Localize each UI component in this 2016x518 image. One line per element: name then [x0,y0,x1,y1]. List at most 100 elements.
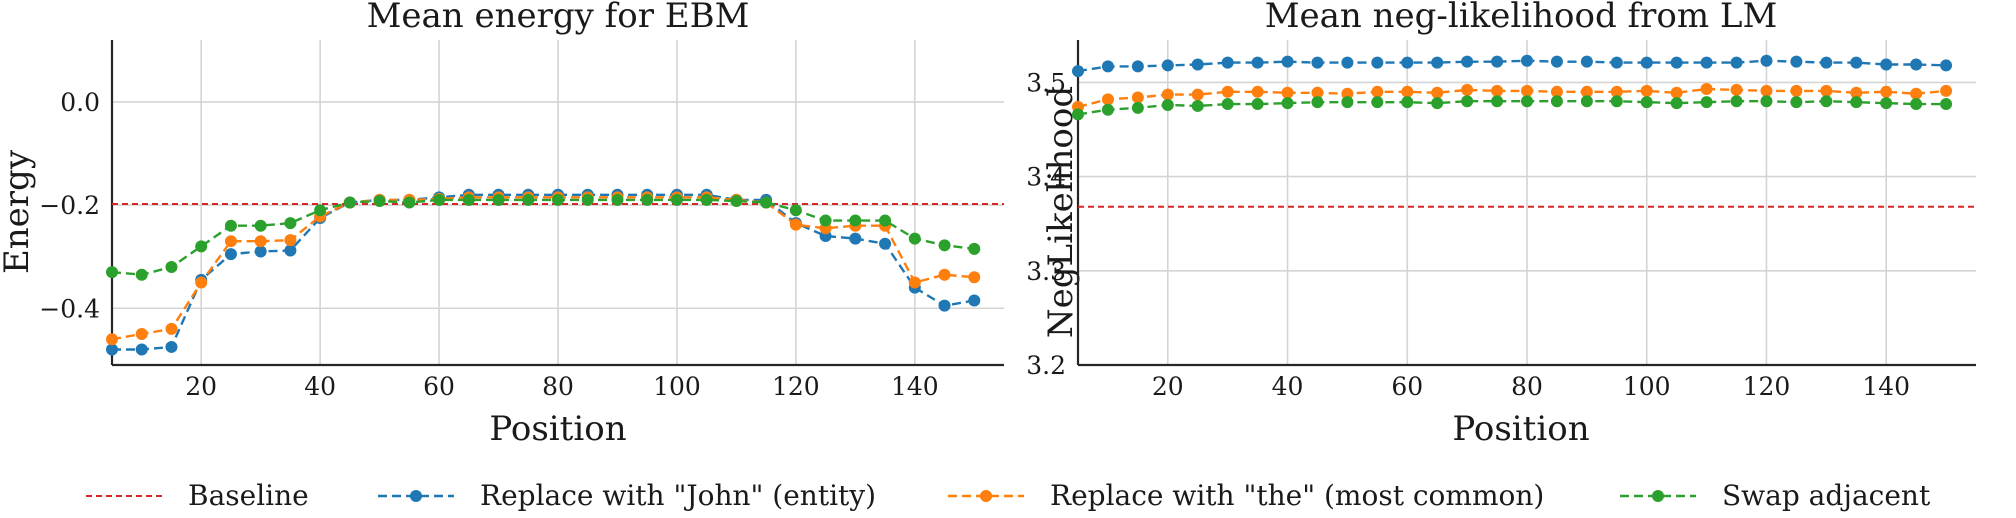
data-point [1910,58,1923,71]
data-point [165,340,178,353]
data-point [1161,59,1174,72]
negll-chart-panel: Mean neg-likelihood from LM Position Neg… [1026,0,1976,449]
x-tick-label: 100 [1623,372,1671,401]
y-tick-label: −0.2 [39,191,100,220]
series-replace-with-the-most-common [106,191,981,346]
data-point [1341,87,1354,100]
data-point [373,194,386,207]
data-point [1281,97,1294,110]
data-point [670,193,683,206]
data-point [403,196,416,209]
data-point [1700,82,1713,95]
x-tick-label: 60 [423,372,455,401]
data-point [284,217,297,230]
data-point [1491,55,1504,68]
data-point [789,218,802,231]
x-tick-label: 140 [891,372,939,401]
data-point [611,193,624,206]
data-point [1521,54,1533,67]
data-point [730,194,743,207]
data-point [1940,98,1953,111]
data-point [1940,84,1953,97]
y-tick-label: −0.4 [39,294,100,323]
data-point [1431,86,1444,99]
data-point [1700,96,1713,109]
data-point [343,196,356,209]
data-point [462,193,475,206]
data-point [1550,55,1563,68]
data-point [879,237,892,250]
data-point [1101,93,1114,106]
data-point [1401,96,1414,109]
chart-title: Mean energy for EBM [367,0,750,36]
legend-handle-marker [980,490,992,502]
data-point [1251,98,1264,111]
data-point [165,260,178,273]
data-point [1760,84,1773,97]
data-point [1341,96,1354,109]
data-point [1131,91,1144,104]
series-line [1077,59,1947,73]
series-replace-with-john-entity [106,188,981,356]
series-line [111,196,975,341]
data-point [1191,58,1204,71]
data-point [106,343,118,356]
data-point [254,219,267,232]
legend-handle-marker [410,490,422,502]
legend-label-the: Replace with "the" (most common) [1050,479,1544,512]
data-point [1251,85,1264,98]
data-point [1311,56,1324,69]
data-point [1790,84,1803,97]
y-tick-label: 3.2 [1026,351,1066,380]
data-point [284,234,297,247]
x-tick-label: 140 [1862,372,1910,401]
data-point [224,235,237,248]
data-point [1401,85,1414,98]
series-swap-adjacent [106,193,981,281]
data-point [1521,95,1533,108]
data-point [1431,56,1444,69]
data-point [1221,98,1234,111]
data-point [1461,95,1474,108]
data-point [1550,85,1563,98]
data-point [789,204,802,217]
data-point [165,322,178,335]
data-point [1191,88,1204,101]
data-point [1161,99,1174,111]
data-point [1431,97,1444,110]
data-point [700,193,713,206]
data-point [1550,95,1563,108]
data-point [938,239,951,252]
data-point [314,204,327,217]
data-point [1730,83,1743,96]
data-point [1910,87,1923,100]
x-tick-label: 40 [1272,372,1304,401]
data-point [522,193,535,206]
data-point [106,333,118,346]
data-point [254,235,267,248]
series-line [1077,99,1947,116]
data-point [1880,97,1893,110]
data-point [879,214,892,227]
data-point [1131,101,1144,114]
data-point [135,328,148,341]
data-point [1790,55,1803,68]
data-point [581,193,594,206]
data-point [1072,108,1084,121]
data-point [1940,59,1953,72]
data-point [908,232,921,245]
data-point [1670,86,1683,99]
data-point [1760,95,1773,108]
data-point [1880,58,1893,71]
data-point [968,242,981,255]
y-axis-label: Energy [0,149,37,274]
data-point [1850,96,1863,109]
data-point [1251,56,1264,69]
data-point [1491,84,1504,97]
data-point [1401,56,1414,69]
data-point [1820,84,1833,97]
y-tick-label: 3.5 [1026,68,1066,97]
legend-label-baseline: Baseline [188,479,309,512]
data-point [1311,86,1324,99]
